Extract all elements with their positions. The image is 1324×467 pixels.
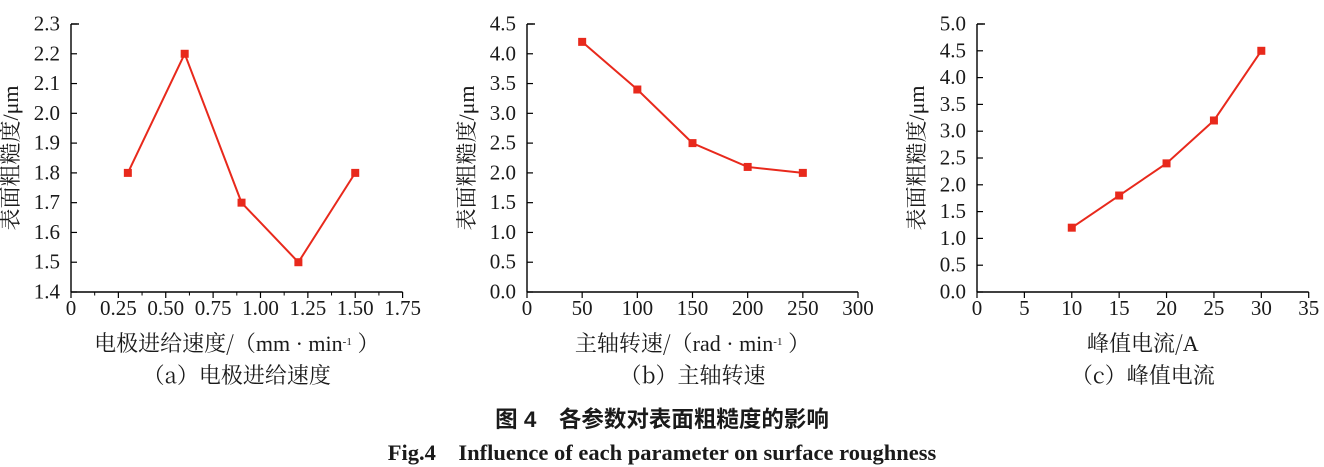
svg-text:5: 5 — [1019, 296, 1030, 320]
svg-text:0.25: 0.25 — [100, 296, 137, 320]
svg-text:2.0: 2.0 — [939, 172, 965, 196]
svg-text:表面粗糙度/μm: 表面粗糙度/μm — [456, 85, 481, 230]
svg-text:200: 200 — [731, 296, 763, 320]
svg-text:2.0: 2.0 — [489, 160, 515, 184]
svg-text:250: 250 — [787, 296, 819, 320]
svg-text:1.7: 1.7 — [34, 190, 60, 214]
svg-text:2.0: 2.0 — [34, 101, 60, 125]
svg-text:150: 150 — [676, 296, 708, 320]
svg-text:2.1: 2.1 — [34, 71, 60, 95]
svg-text:2.5: 2.5 — [489, 131, 515, 155]
svg-text:1.6: 1.6 — [34, 220, 60, 244]
svg-text:10: 10 — [1061, 296, 1082, 320]
svg-text:4.0: 4.0 — [939, 65, 965, 89]
svg-text:2.3: 2.3 — [34, 12, 60, 36]
svg-text:25: 25 — [1203, 296, 1224, 320]
svg-text:0.5: 0.5 — [939, 253, 965, 277]
svg-text:5.0: 5.0 — [939, 12, 965, 36]
svg-text:主轴转速/（rad · min-1 ）: 主轴转速/（rad · min-1 ） — [574, 327, 809, 358]
svg-text:4.5: 4.5 — [489, 12, 515, 36]
svg-text:0.0: 0.0 — [489, 280, 515, 304]
svg-text:15: 15 — [1108, 296, 1129, 320]
svg-text:0: 0 — [971, 296, 982, 320]
svg-text:1.0: 1.0 — [939, 226, 965, 250]
svg-text:0.5: 0.5 — [489, 250, 515, 274]
svg-text:1.50: 1.50 — [337, 296, 374, 320]
svg-text:2.2: 2.2 — [34, 41, 60, 65]
svg-text:100: 100 — [621, 296, 653, 320]
svg-text:（c）峰值电流: （c）峰值电流 — [1070, 359, 1214, 390]
svg-text:1.4: 1.4 — [34, 280, 61, 304]
svg-text:1.00: 1.00 — [242, 296, 279, 320]
svg-text:3.5: 3.5 — [489, 71, 515, 95]
svg-text:0: 0 — [66, 296, 77, 320]
svg-text:表面粗糙度/μm: 表面粗糙度/μm — [0, 85, 25, 230]
svg-text:3.5: 3.5 — [939, 92, 965, 116]
svg-text:1.75: 1.75 — [384, 296, 421, 320]
svg-text:电极进给速度/（mm · min-1 ）: 电极进给速度/（mm · min-1 ） — [94, 327, 379, 358]
svg-text:1.25: 1.25 — [289, 296, 326, 320]
svg-text:1.8: 1.8 — [34, 160, 60, 184]
svg-text:0.75: 0.75 — [195, 296, 232, 320]
svg-text:0: 0 — [521, 296, 532, 320]
svg-text:表面粗糙度/μm: 表面粗糙度/μm — [906, 85, 931, 230]
svg-text:50: 50 — [571, 296, 592, 320]
svg-text:35: 35 — [1298, 296, 1319, 320]
svg-text:4.0: 4.0 — [489, 41, 515, 65]
svg-text:0.0: 0.0 — [939, 280, 965, 304]
svg-text:20: 20 — [1156, 296, 1177, 320]
svg-text:1.9: 1.9 — [34, 131, 60, 155]
svg-text:1.5: 1.5 — [939, 199, 965, 223]
svg-text:300: 300 — [842, 296, 874, 320]
svg-text:0.50: 0.50 — [147, 296, 184, 320]
svg-text:4.5: 4.5 — [939, 38, 965, 62]
svg-text:峰值电流/A: 峰值电流/A — [1087, 327, 1199, 358]
svg-text:2.5: 2.5 — [939, 146, 965, 170]
svg-text:1.0: 1.0 — [489, 220, 515, 244]
svg-text:（b）主轴转速: （b）主轴转速 — [619, 359, 765, 390]
svg-text:1.5: 1.5 — [489, 190, 515, 214]
svg-text:3.0: 3.0 — [939, 119, 965, 143]
svg-text:30: 30 — [1250, 296, 1271, 320]
svg-text:1.5: 1.5 — [34, 250, 60, 274]
svg-text:（a）电极进给速度: （a）电极进给速度 — [143, 359, 331, 390]
svg-text:3.0: 3.0 — [489, 101, 515, 125]
